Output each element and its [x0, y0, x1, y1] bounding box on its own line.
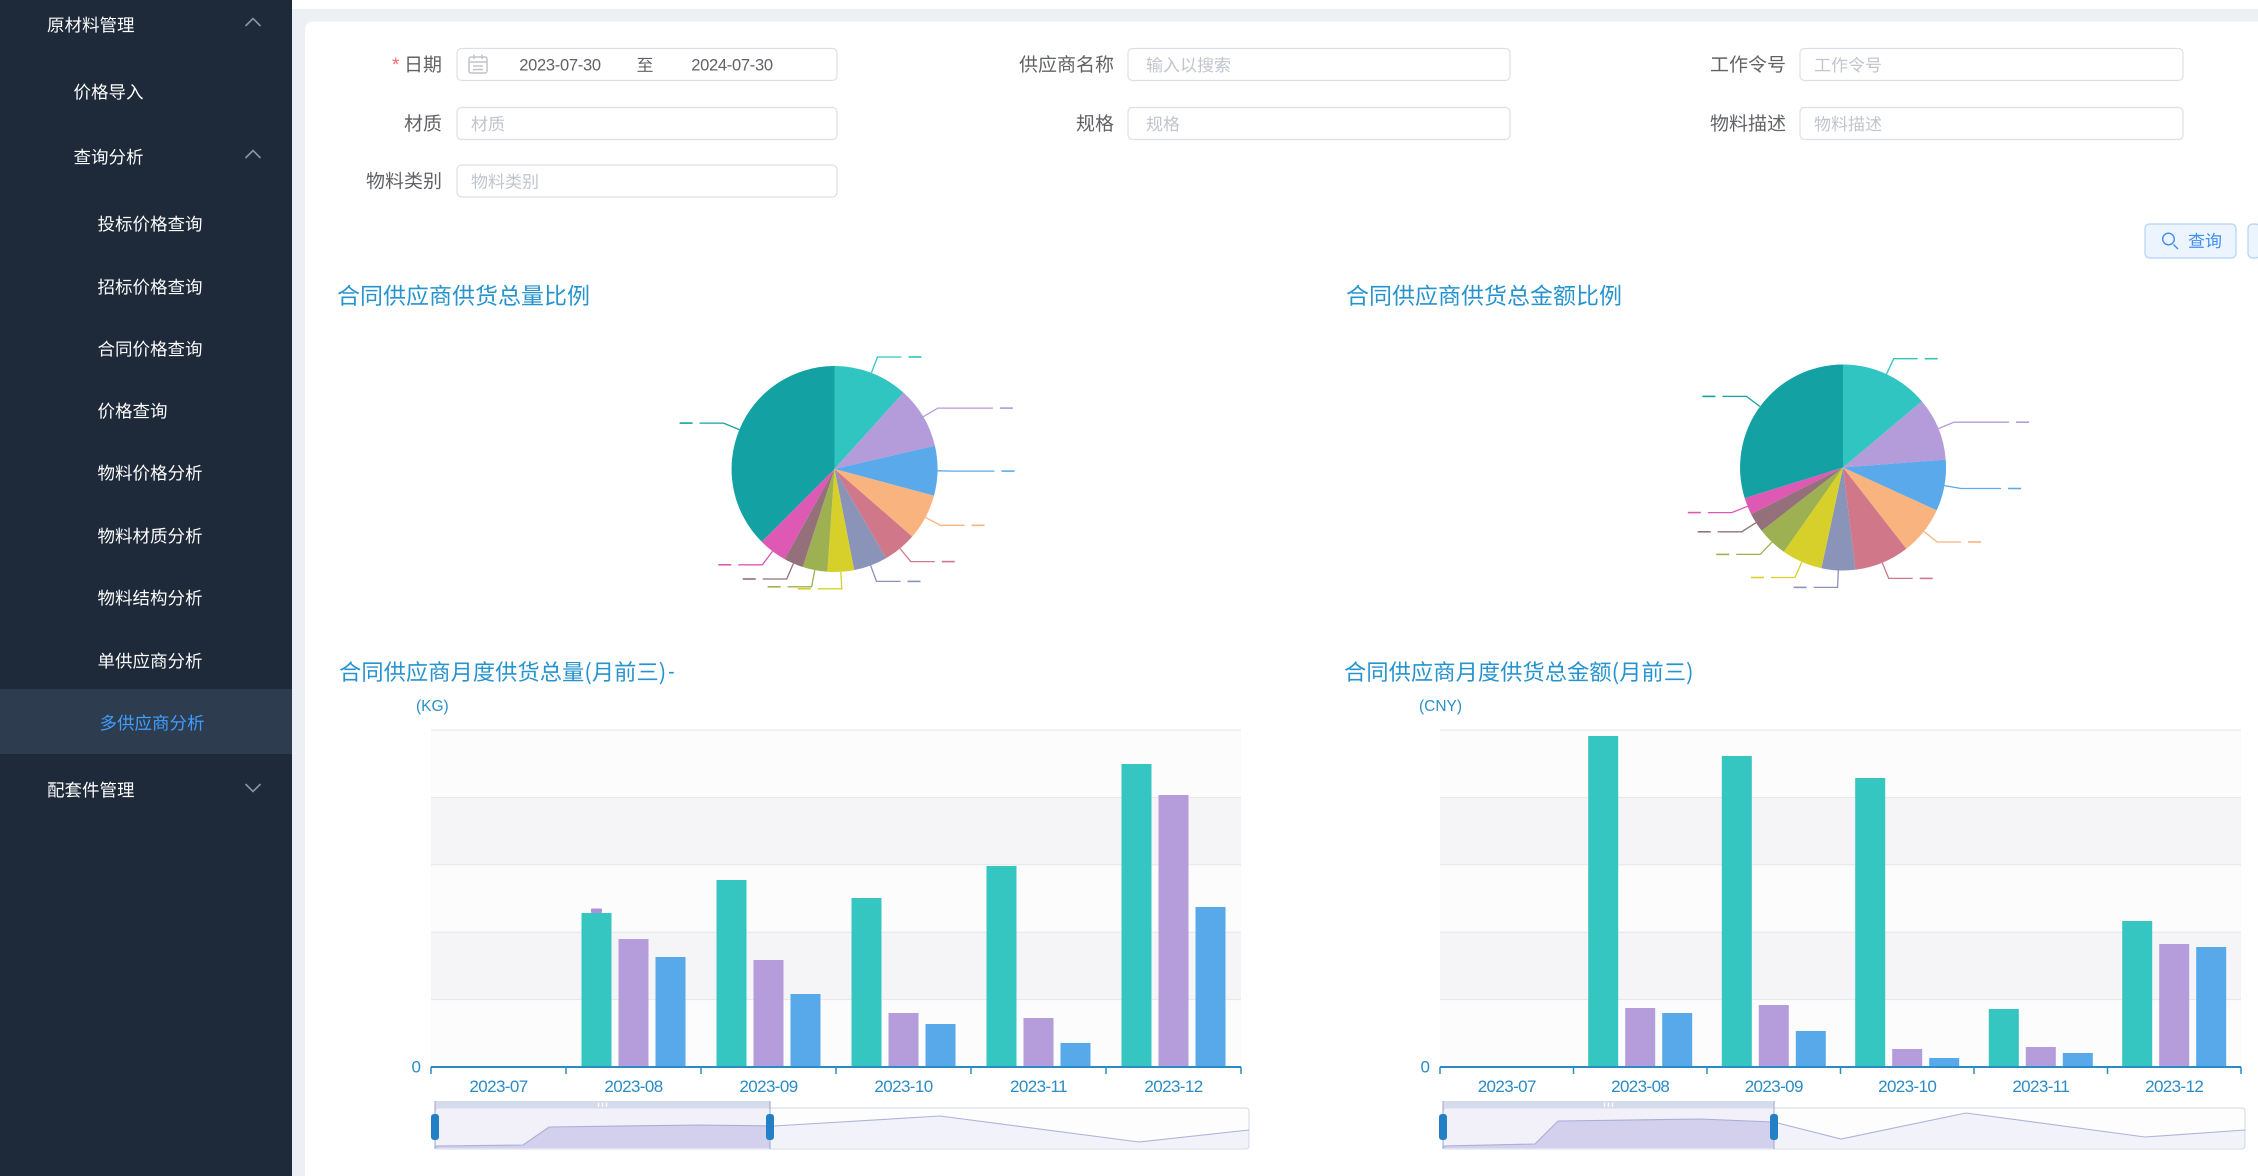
svg-text:2023-11: 2023-11 [2012, 1077, 2069, 1096]
svg-text:(KG): (KG) [416, 698, 449, 715]
svg-text:2023-12: 2023-12 [1144, 1077, 1202, 1096]
svg-text:(CNY): (CNY) [1419, 698, 1462, 715]
svg-text:0: 0 [412, 1058, 421, 1077]
svg-text:2024-07-30: 2024-07-30 [691, 57, 773, 75]
svg-text:2023-07: 2023-07 [469, 1077, 527, 1096]
svg-text:2023-11: 2023-11 [1010, 1077, 1067, 1096]
svg-text:2023-09: 2023-09 [1745, 1077, 1803, 1096]
svg-text:2023-08: 2023-08 [1611, 1077, 1669, 1096]
svg-text:2023-10: 2023-10 [874, 1077, 932, 1096]
svg-text:2023-10: 2023-10 [1878, 1077, 1936, 1096]
svg-text:-: - [668, 661, 675, 683]
svg-text:0: 0 [1421, 1058, 1430, 1077]
svg-text:2023-07: 2023-07 [1478, 1077, 1536, 1096]
svg-text:2023-07-30: 2023-07-30 [519, 57, 601, 75]
svg-text:2023-08: 2023-08 [604, 1077, 662, 1096]
svg-text:*: * [392, 55, 400, 76]
svg-text:2023-12: 2023-12 [2145, 1077, 2203, 1096]
svg-text:2023-09: 2023-09 [739, 1077, 797, 1096]
